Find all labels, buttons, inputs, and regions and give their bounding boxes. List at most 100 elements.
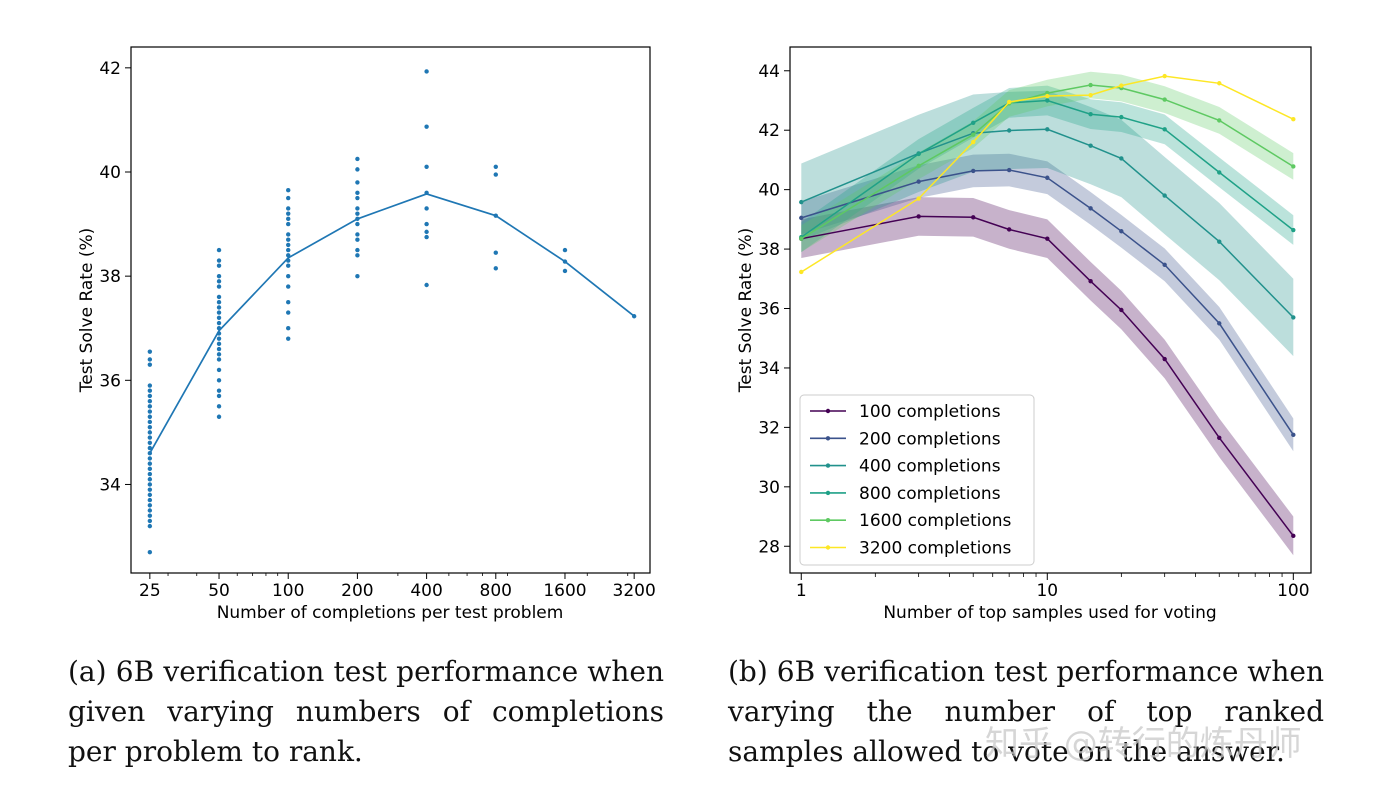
data-point bbox=[216, 388, 222, 393]
data-point bbox=[1291, 164, 1296, 169]
y-tick-label: 38 bbox=[99, 267, 121, 287]
data-point bbox=[147, 357, 153, 362]
data-point bbox=[216, 320, 222, 326]
data-point bbox=[1162, 193, 1167, 198]
data-point bbox=[1088, 206, 1093, 211]
data-point bbox=[286, 211, 291, 216]
x-tick-label: 10 bbox=[1036, 581, 1058, 601]
data-point bbox=[147, 518, 153, 524]
data-point bbox=[1291, 533, 1296, 539]
data-point bbox=[216, 393, 222, 399]
data-point bbox=[286, 242, 291, 248]
x-tick-label: 800 bbox=[480, 581, 512, 601]
x-tick-label: 3200 bbox=[613, 581, 656, 601]
data-point bbox=[916, 179, 921, 184]
data-point bbox=[216, 378, 222, 383]
data-point bbox=[216, 294, 222, 300]
data-point bbox=[971, 139, 976, 145]
data-point bbox=[424, 164, 429, 169]
data-point bbox=[971, 132, 976, 137]
chart-a-y-ticks: 34 36 38 40 42 bbox=[99, 59, 131, 495]
x-tick-label: 400 bbox=[410, 581, 442, 601]
data-point bbox=[1119, 156, 1124, 161]
chart-b-y-label: Test Solve Rate (%) bbox=[736, 228, 756, 394]
chart-b-y-ticks: 28 30 32 34 36 38 40 42 44 bbox=[758, 62, 790, 557]
data-point bbox=[147, 383, 153, 388]
legend-marker bbox=[825, 408, 831, 414]
y-tick-label: 40 bbox=[99, 163, 121, 183]
data-point bbox=[971, 120, 976, 125]
data-point bbox=[424, 69, 429, 74]
data-point bbox=[1088, 278, 1093, 284]
y-tick-label: 42 bbox=[99, 59, 121, 79]
data-point bbox=[216, 279, 222, 284]
series-line bbox=[801, 128, 1294, 318]
data-point bbox=[147, 513, 153, 518]
data-point bbox=[216, 247, 222, 253]
data-point bbox=[1291, 432, 1296, 438]
caption-a: (a) 6B verification test performance whe… bbox=[68, 655, 664, 768]
legend-marker bbox=[825, 490, 831, 496]
series-line bbox=[800, 99, 1294, 238]
chart-b-legend: 100 completions 200 completions 400 comple… bbox=[799, 394, 1035, 566]
data-point bbox=[1045, 127, 1050, 132]
data-point bbox=[562, 247, 568, 253]
data-point bbox=[562, 268, 568, 274]
data-point bbox=[493, 250, 498, 255]
x-tick-label: 25 bbox=[139, 581, 161, 601]
y-tick-label: 28 bbox=[758, 537, 780, 557]
series-band bbox=[801, 90, 1294, 357]
data-point bbox=[286, 206, 291, 211]
data-point bbox=[493, 172, 498, 177]
data-point bbox=[1291, 117, 1296, 122]
data-point bbox=[147, 508, 153, 513]
data-point bbox=[424, 234, 429, 240]
data-point bbox=[799, 215, 804, 221]
data-point bbox=[1088, 143, 1093, 148]
data-point bbox=[1045, 93, 1050, 99]
data-point bbox=[971, 168, 976, 174]
chart-b-lines bbox=[799, 73, 1296, 539]
legend-label: 200 completions bbox=[859, 429, 1001, 449]
series-band bbox=[801, 153, 1294, 452]
data-point bbox=[147, 440, 153, 446]
y-tick-label: 32 bbox=[758, 418, 780, 438]
data-point bbox=[286, 237, 291, 242]
data-point bbox=[355, 253, 360, 258]
data-point bbox=[216, 310, 222, 315]
data-point bbox=[147, 471, 153, 477]
data-point bbox=[147, 466, 153, 472]
data-point bbox=[799, 236, 804, 241]
data-point bbox=[424, 282, 429, 288]
x-tick-label: 50 bbox=[208, 581, 230, 601]
data-point bbox=[1162, 73, 1167, 79]
legend-label: 1600 completions bbox=[859, 511, 1012, 531]
data-point bbox=[1217, 118, 1222, 123]
y-tick-label: 30 bbox=[758, 478, 780, 498]
data-point bbox=[1088, 111, 1093, 117]
data-point bbox=[147, 414, 153, 419]
legend-marker bbox=[825, 545, 831, 550]
x-tick-label: 1 bbox=[796, 581, 807, 601]
data-point bbox=[147, 362, 153, 367]
data-point bbox=[147, 492, 153, 498]
data-point bbox=[147, 487, 153, 492]
data-point bbox=[147, 404, 153, 409]
data-point bbox=[1217, 239, 1222, 244]
data-point bbox=[1291, 227, 1296, 233]
chart-a-x-ticks: 25 50 100 200 400 800 1600 3200 bbox=[139, 573, 656, 601]
data-point bbox=[1162, 127, 1167, 132]
legend-label: 400 completions bbox=[859, 457, 1001, 477]
data-point bbox=[1006, 227, 1012, 232]
data-point bbox=[147, 393, 153, 399]
data-point bbox=[147, 456, 153, 461]
data-point bbox=[1119, 229, 1124, 234]
data-point bbox=[216, 346, 222, 352]
data-point bbox=[216, 414, 222, 419]
data-point bbox=[1217, 435, 1222, 440]
legend-marker bbox=[825, 463, 831, 468]
data-point bbox=[286, 299, 291, 305]
data-point bbox=[286, 195, 291, 201]
series-line bbox=[801, 169, 1294, 436]
data-point bbox=[286, 247, 291, 253]
